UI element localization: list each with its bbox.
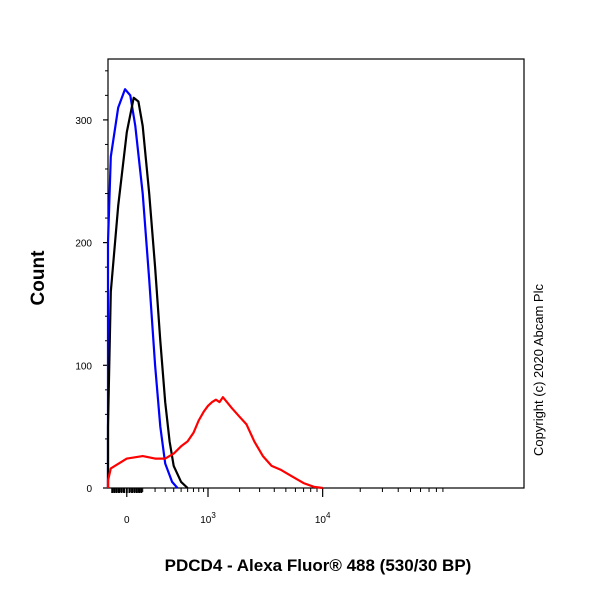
plot-frame [107, 58, 525, 489]
series-line-2 [106, 96, 189, 489]
series-line-3 [106, 396, 323, 490]
copyright-notice: Copyright (c) 2020 Abcam Plc [531, 284, 546, 456]
y-axis-title: Count [28, 250, 49, 306]
y-tick-label: 300 [75, 116, 92, 127]
series-line-1 [106, 88, 179, 489]
histogram-series [106, 88, 323, 490]
x-axis: 0 103 104 [124, 488, 331, 526]
x-axis-title: PDCD4 - Alexa Fluor® 488 (530/30 BP) [165, 556, 472, 575]
x-tick-label: 104 [315, 511, 331, 526]
y-tick-label: 200 [75, 239, 92, 250]
x-minor-ticks [111, 488, 444, 493]
y-axis: 0 100 200 300 [75, 70, 108, 495]
x-tick-label: 103 [200, 511, 216, 526]
y-tick-label: 100 [75, 361, 92, 372]
x-tick-label: 0 [124, 515, 130, 526]
y-tick-label: 0 [86, 484, 92, 495]
